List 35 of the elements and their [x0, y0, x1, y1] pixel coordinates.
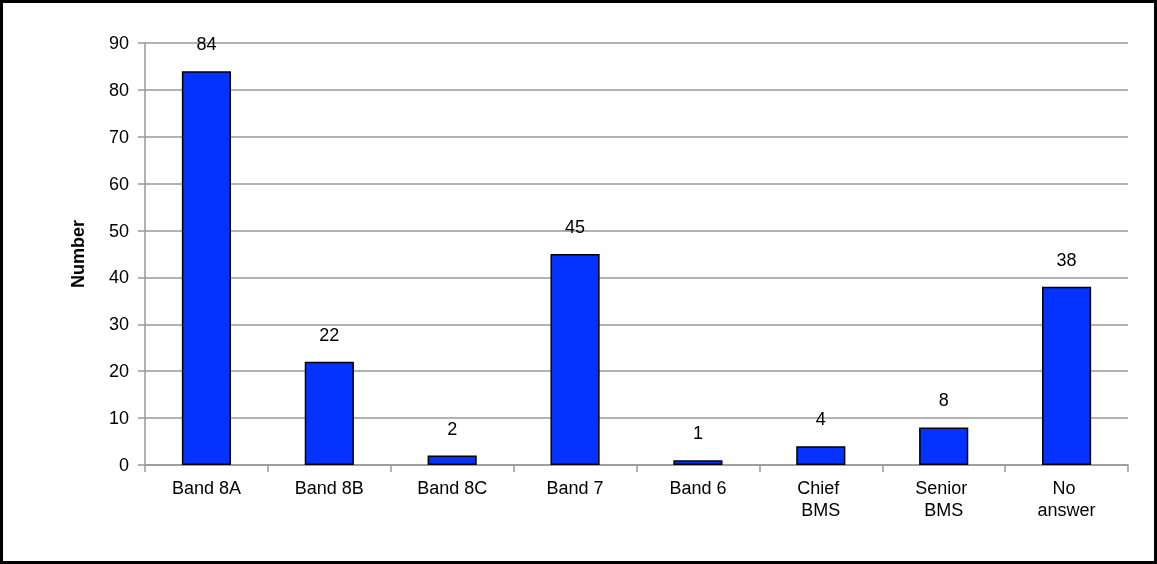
y-tick-label: 50: [108, 220, 129, 241]
bar: [304, 361, 354, 465]
bar: [1041, 286, 1092, 465]
y-tick-label: 20: [108, 361, 129, 382]
y-axis-title: Number: [68, 219, 88, 289]
data-label: 84: [196, 34, 217, 55]
x-tick-label: Band 7: [546, 478, 604, 498]
x-tick-label: Band 6: [669, 478, 727, 498]
data-label: 8: [938, 390, 949, 411]
y-tick-label: 90: [108, 33, 129, 53]
data-label: 22: [319, 324, 340, 345]
data-label: 2: [447, 418, 458, 439]
bar: [796, 446, 846, 465]
bar: [550, 254, 600, 465]
bar: [919, 427, 969, 465]
y-tick-label: 60: [108, 173, 129, 194]
data-label: 4: [815, 409, 826, 430]
data-label: 1: [692, 423, 703, 444]
x-tick-label: Band 8A: [171, 478, 241, 498]
y-tick-label: 0: [118, 455, 129, 475]
bar: [427, 455, 477, 465]
x-tick-label: Band 8B: [294, 478, 364, 498]
x-tick-label: Chief BMS: [797, 478, 845, 520]
data-label: 38: [1056, 249, 1077, 270]
data-label: 45: [565, 217, 586, 237]
bar: [673, 460, 723, 465]
y-tick-label: 40: [108, 267, 129, 288]
x-tick-label: Senior BMS: [915, 478, 973, 520]
x-tick-label: No answer: [1037, 478, 1096, 520]
bar: [181, 71, 232, 465]
y-tick-label: 70: [108, 126, 129, 147]
x-tick-label: Band 8C: [417, 478, 488, 498]
y-tick-label: 30: [108, 314, 129, 335]
y-tick-label: 10: [108, 408, 129, 429]
y-tick-label: 80: [108, 79, 129, 100]
